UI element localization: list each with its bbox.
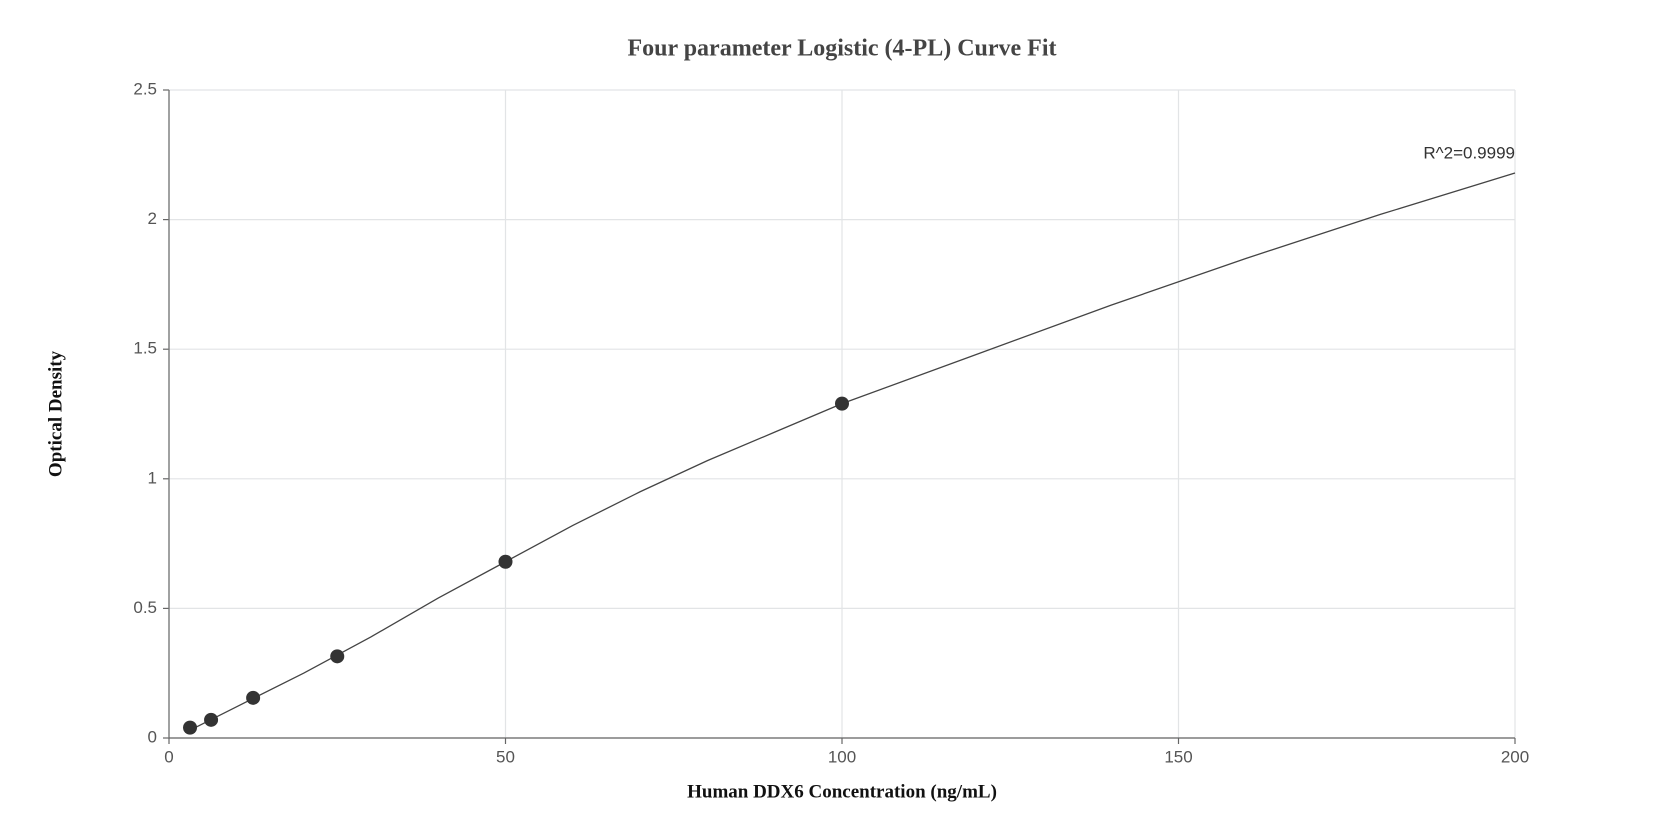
y-tick-label: 1: [148, 468, 157, 487]
fit-curve: [189, 172, 1516, 731]
data-point: [498, 554, 513, 569]
x-axis-title: Human DDX6 Concentration (ng/mL): [687, 781, 997, 802]
y-tick-label: 0: [148, 727, 157, 746]
data-point: [204, 712, 219, 727]
y-tick-label: 0.5: [133, 598, 157, 617]
x-tick-label: 50: [496, 747, 515, 766]
data-point: [835, 396, 849, 411]
x-tick-label: 100: [828, 747, 856, 766]
x-tick-label: 0: [164, 747, 173, 766]
data-point: [330, 649, 345, 664]
data-point: [183, 720, 198, 735]
y-axis-title: Optical Density: [45, 350, 66, 477]
chart-title: Four parameter Logistic (4-PL) Curve Fit: [627, 36, 1056, 62]
x-tick-label: 150: [1164, 747, 1192, 766]
y-tick-label: 2.5: [133, 79, 157, 98]
y-tick-label: 2: [148, 209, 157, 228]
data-point: [246, 690, 261, 705]
x-tick-label: 200: [1501, 747, 1529, 766]
y-tick-label: 1.5: [133, 339, 157, 358]
annotation: R^2=0.9999: [1423, 143, 1515, 162]
